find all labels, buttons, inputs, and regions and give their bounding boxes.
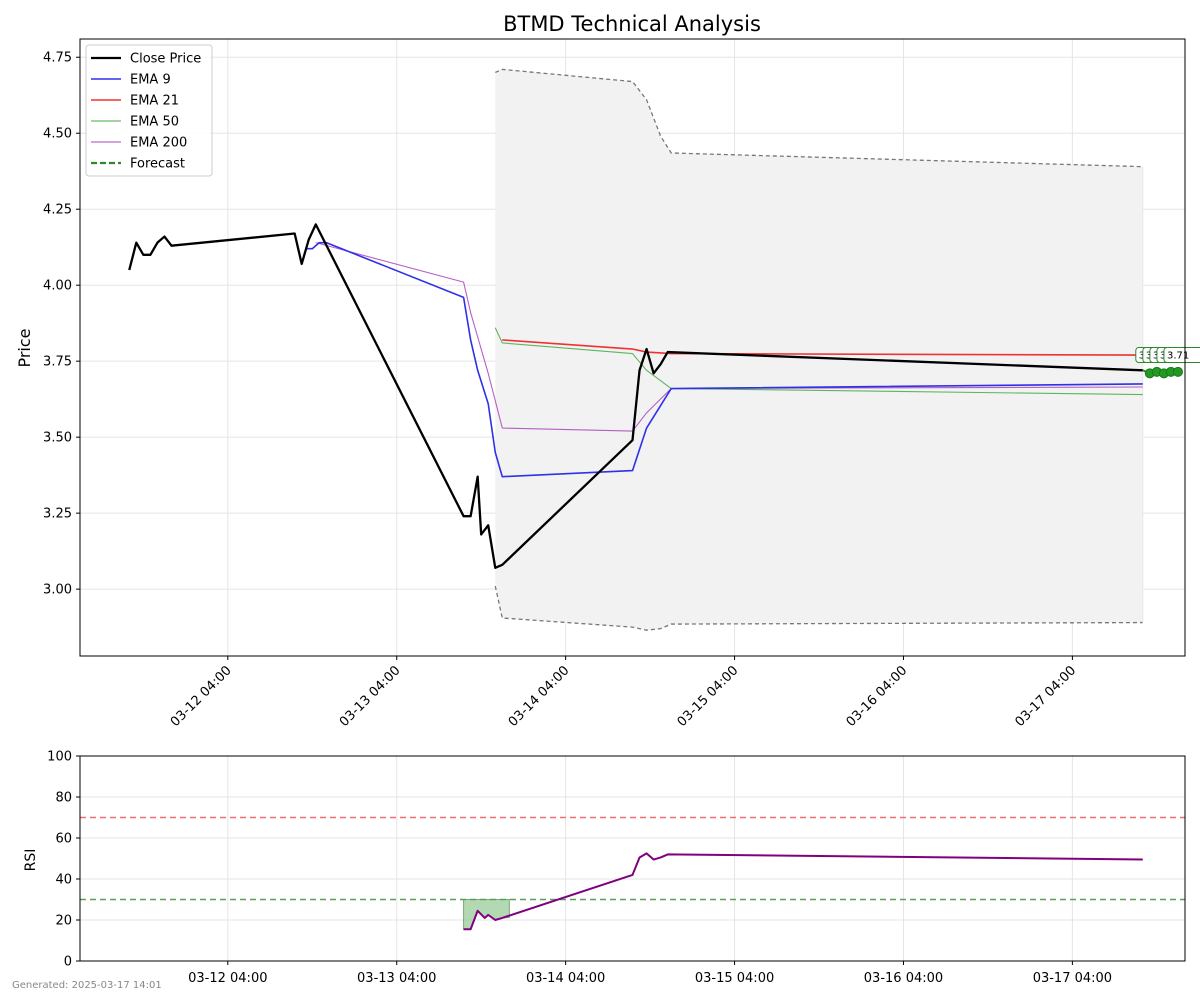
rsi-x-tick-label: 03-15 04:00: [695, 971, 774, 986]
price-x-tick-label: 03-12 04:00: [168, 663, 235, 730]
series-line-ema-200: [315, 242, 1143, 432]
rsi-x-tick-label: 03-14 04:00: [526, 971, 605, 986]
price-series-lines: [128, 223, 1143, 570]
rsi-x-tick-label: 03-13 04:00: [357, 971, 436, 986]
legend-label: Close Price: [130, 52, 201, 67]
rsi-series-line: [463, 852, 1143, 931]
series-line-ema-9: [305, 241, 1143, 478]
price-x-tick-label: 03-14 04:00: [506, 663, 573, 730]
confidence-upper-bound: [494, 68, 1143, 168]
rsi-x-tick-label: 03-16 04:00: [864, 971, 943, 986]
price-panel: 3.713.713.713.713.71 3.00 3.25 3.50 3.75 4.0…: [15, 38, 1200, 730]
legend-box: [85, 44, 213, 177]
confidence-lower-bound: [494, 585, 1143, 631]
legend: Close Price EMA 9 EMA 21 EMA 50 EMA 200 Forec…: [85, 44, 213, 177]
forecast-markers: 3.713.713.713.713.71: [1135, 347, 1200, 379]
price-y-tick-label: 4.25: [43, 203, 72, 218]
forecast-label: 3.71: [1163, 347, 1200, 363]
legend-label: EMA 9: [130, 73, 171, 88]
rsi-y-tick-label: 40: [55, 873, 72, 888]
price-y-tick-label: 3.00: [43, 583, 72, 598]
price-x-tick-label: 03-16 04:00: [844, 663, 911, 730]
forecast-confidence-band: [494, 68, 1144, 631]
rsi-panel: 0 20 40 60 80 100 03-12 04:00 03-13 04:00 03-14…: [23, 750, 1186, 986]
rsi-y-tick-label: 20: [55, 914, 72, 929]
forecast-label-box: [1163, 347, 1200, 363]
price-y-tick-label: 3.75: [43, 355, 72, 370]
price-x-tick-label: 03-15 04:00: [675, 663, 742, 730]
price-y-tick-label: 3.25: [43, 507, 72, 522]
price-y-tick-label: 3.50: [43, 431, 72, 446]
price-x-tick-label: 03-17 04:00: [1012, 663, 1079, 730]
rsi-x-ticks: 03-12 04:00 03-13 04:00 03-14 04:00 03-15 0…: [188, 961, 1112, 986]
price-y-tick-label: 4.00: [43, 279, 72, 294]
rsi-y-tick-label: 0: [64, 955, 72, 970]
forecast-point: [1172, 366, 1183, 377]
price-x-ticks: 03-12 04:00 03-13 04:00 03-14 04:00 03-15 0…: [168, 656, 1079, 730]
series-line-ema-50: [494, 327, 1143, 396]
price-y-axis-label: Price: [15, 328, 34, 367]
rsi-reference-lines: [80, 816, 1185, 901]
price-y-tick-label: 4.50: [43, 127, 72, 142]
legend-label: EMA 200: [130, 136, 187, 151]
series-line-rsi: [463, 852, 1143, 931]
rsi-x-tick-label: 03-17 04:00: [1033, 971, 1112, 986]
confidence-band-area: [495, 69, 1143, 631]
price-y-tick-label: 4.75: [43, 51, 72, 66]
rsi-y-tick-label: 60: [55, 832, 72, 847]
forecast-label-text: 3.71: [1167, 351, 1189, 362]
rsi-x-tick-label: 03-12 04:00: [188, 971, 267, 986]
rsi-y-tick-label: 80: [55, 791, 72, 806]
legend-label: Forecast: [130, 157, 185, 172]
price-y-ticks: 3.00 3.25 3.50 3.75 4.00 4.25 4.50 4.75: [43, 51, 80, 598]
rsi-plot-frame: [79, 755, 1186, 962]
series-line-close-price: [128, 223, 1143, 570]
rsi-y-axis-label: RSI: [23, 849, 39, 872]
rsi-y-ticks: 0 20 40 60 80 100: [47, 750, 80, 970]
price-plot-frame: [79, 38, 1186, 657]
price-x-tick-label: 03-13 04:00: [337, 663, 404, 730]
generated-timestamp: Generated: 2025-03-17 14:01: [12, 980, 162, 991]
legend-label: EMA 21: [130, 94, 179, 109]
chart-title: BTMD Technical Analysis: [503, 12, 761, 36]
legend-label: EMA 50: [130, 115, 179, 130]
rsi-y-tick-label: 100: [47, 750, 72, 765]
